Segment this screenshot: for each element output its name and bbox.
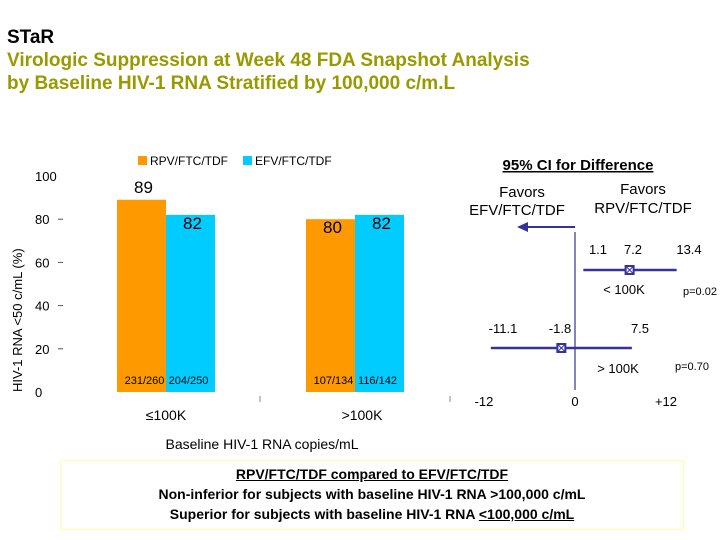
row-label: > 100K [597, 361, 639, 376]
bar-n-label: 107/134 [314, 375, 354, 387]
y-tick-label: 100 [35, 169, 57, 184]
conclusion-superior: Superior for subjects with baseline HIV-… [61, 504, 683, 524]
favors-left-label: Favors [499, 184, 545, 201]
y-tick-label: 60 [35, 255, 49, 270]
bar [166, 214, 215, 392]
point-estimate-cross [557, 344, 565, 352]
title-line-3: by Baseline HIV-1 RNA Stratified by 100,… [7, 73, 456, 94]
bar-n-label: 231/260 [125, 375, 165, 387]
ci-lower-label: 1.1 [589, 242, 607, 257]
y-tick-label: 40 [35, 299, 49, 314]
p-value-label: p=0.70 [675, 361, 709, 373]
ci-point-label: -1.8 [549, 321, 571, 336]
conclusion-superior-text: Superior for subjects with baseline HIV-… [169, 506, 479, 522]
ci-upper-label: 13.4 [676, 242, 701, 257]
y-tick-label: 80 [35, 212, 49, 227]
conclusion-noninferior: Non-inferior for subjects with baseline … [158, 486, 586, 502]
favors-left-group: EFV/FTC/TDF [469, 202, 565, 219]
legend-label: EFV/FTC/TDF [255, 154, 332, 168]
forest-title: 95% CI for Difference [503, 157, 654, 174]
bar [306, 219, 355, 392]
title-line-2: Virologic Suppression at Week 48 FDA Sna… [7, 50, 530, 71]
forest-x-tick-label: 0 [571, 394, 578, 409]
bar-n-label: 116/142 [358, 375, 397, 387]
x-category-label: >100K [342, 407, 384, 423]
conclusion-superior-value: <100,000 c/mL [478, 506, 575, 522]
point-estimate-cross [626, 266, 633, 274]
favors-arrow-head [517, 222, 528, 232]
y-tick-label: 0 [35, 385, 42, 400]
legend-swatch [138, 156, 147, 165]
page-title: STaR Virologic Suppression at Week 48 FD… [7, 26, 530, 95]
legend-swatch [243, 156, 252, 165]
study-name: STaR [7, 27, 55, 48]
x-category-label: ≤100K [146, 407, 187, 423]
bar-n-label: 204/250 [169, 375, 209, 387]
conclusion-box: RPV/FTC/TDF compared to EFV/FTC/TDF Non-… [60, 460, 684, 530]
bar [117, 199, 166, 392]
x-axis-label: Baseline HIV-1 RNA copies/mL [166, 436, 359, 452]
ci-lower-label: -11.1 [489, 321, 518, 336]
favors-right-group: RPV/FTC/TDF [594, 200, 692, 217]
bar [355, 214, 404, 392]
legend-label: RPV/FTC/TDF [150, 154, 228, 168]
row-label: < 100K [603, 282, 645, 297]
ci-upper-label: 7.5 [631, 321, 649, 336]
bar-value-label: 82 [183, 214, 202, 233]
y-axis-label: HIV-1 RNA <50 c/mL (%) [10, 248, 25, 392]
forest-x-tick-label: +12 [655, 394, 677, 409]
favors-right-label: Favors [620, 181, 666, 198]
chart-canvas: 0 20 40 60 80 100 HIV-1 RNA <50 c/mL (%) 89 231/… [10, 154, 717, 452]
bar-value-label: 89 [134, 178, 153, 197]
y-tick-label: 20 [35, 342, 49, 357]
forest-x-tick-label: -12 [475, 394, 494, 409]
p-value-label: p=0.02 [683, 286, 717, 298]
bar-value-label: 80 [323, 218, 342, 237]
bar-value-label: 82 [372, 214, 391, 233]
ci-point-label: 7.2 [624, 242, 642, 257]
conclusion-heading: RPV/FTC/TDF compared to EFV/FTC/TDF [235, 466, 509, 482]
